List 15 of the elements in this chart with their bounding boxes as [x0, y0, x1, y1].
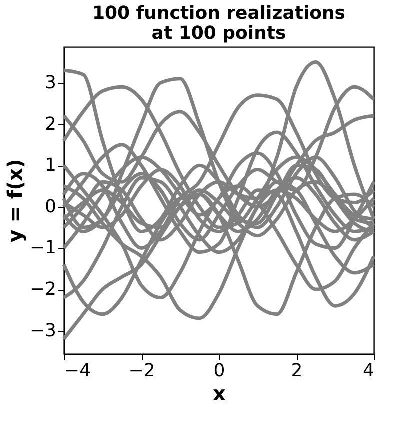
y-tick-label: −3	[30, 320, 56, 342]
y-tick-label: 1	[45, 155, 56, 176]
x-tick-label: −4	[64, 360, 92, 382]
chart-title: 100 function realizations at 100 points	[92, 3, 346, 44]
y-axis-title: y = f(x)	[2, 159, 27, 243]
x-tick-label: 4	[363, 360, 374, 382]
y-tick-label: −1	[30, 238, 56, 259]
x-tick-label: 0	[214, 360, 226, 382]
y-tick-label: 2	[45, 114, 56, 135]
y-tick-label: −2	[30, 279, 56, 300]
y-tick-label: 3	[45, 72, 56, 94]
x-tick-label: 2	[291, 360, 303, 382]
x-axis-title: x	[213, 382, 226, 406]
y-tick-label: 0	[45, 196, 56, 218]
x-tick-label: −2	[128, 360, 156, 382]
